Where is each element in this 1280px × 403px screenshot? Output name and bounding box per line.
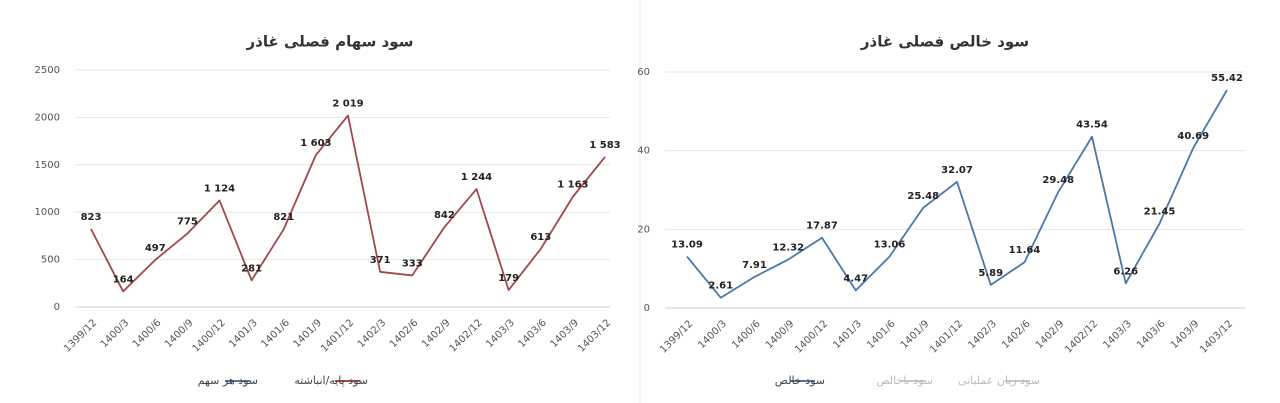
chart-title: سود سهام فصلی غاذر: [246, 33, 414, 51]
data-label: 1 583: [589, 140, 620, 151]
data-label: 842: [434, 210, 455, 221]
y-tick-label: 40: [637, 146, 650, 157]
data-label: 1 163: [557, 180, 588, 191]
data-label: 5.89: [978, 268, 1003, 279]
data-label: 281: [241, 263, 262, 274]
data-label: 43.54: [1076, 120, 1108, 131]
data-label: 1 124: [204, 183, 235, 194]
data-label: 1 603: [300, 138, 331, 149]
y-tick-label: 1000: [35, 207, 60, 218]
data-label: 32.07: [941, 165, 973, 176]
y-tick-label: 500: [41, 255, 60, 266]
legend-label: سود زیان عملیاتی: [958, 374, 1040, 387]
data-label: 775: [177, 217, 198, 228]
data-label: 4.47: [843, 273, 868, 284]
data-label: 29.48: [1042, 175, 1074, 186]
data-label: 821: [273, 212, 294, 223]
y-tick-label: 1500: [35, 160, 60, 171]
data-label: 823: [81, 212, 102, 223]
data-label: 333: [402, 258, 423, 269]
data-label: 17.87: [806, 221, 838, 232]
data-label: 1 244: [461, 172, 492, 183]
data-label: 25.48: [907, 191, 939, 202]
series-line: [90, 114, 606, 293]
legend-label: سود هر سهم: [198, 374, 258, 387]
legend-label: سود خالص: [775, 374, 825, 387]
data-label: 13.09: [671, 240, 703, 251]
data-label: 11.64: [1009, 245, 1041, 256]
data-label: 40.69: [1177, 131, 1209, 142]
y-tick-label: 0: [644, 303, 650, 314]
y-tick-label: 20: [637, 224, 650, 235]
data-label: 2.61: [708, 281, 733, 292]
y-tick-label: 60: [637, 67, 650, 78]
data-label: 164: [113, 274, 134, 285]
data-label: 12.32: [772, 243, 804, 254]
data-label: 371: [370, 255, 391, 266]
legend-label: سود ناخالص: [876, 374, 933, 387]
y-tick-label: 0: [54, 302, 60, 313]
y-tick-label: 2000: [35, 112, 60, 123]
series-line: [686, 89, 1228, 299]
data-label: 497: [145, 243, 166, 254]
data-label: 55.42: [1211, 73, 1243, 84]
data-label: 613: [530, 232, 551, 243]
chart-title: سود خالص فصلی غاذر: [860, 33, 1029, 51]
data-label: 7.91: [742, 260, 767, 271]
data-label: 2 019: [332, 99, 363, 110]
data-label: 6.26: [1113, 266, 1138, 277]
legend-label: سود پایه/انباشته: [294, 374, 368, 387]
data-label: 21.45: [1144, 207, 1176, 218]
data-label: 179: [498, 273, 519, 284]
data-label: 13.06: [874, 240, 906, 251]
y-tick-label: 2500: [35, 65, 60, 76]
